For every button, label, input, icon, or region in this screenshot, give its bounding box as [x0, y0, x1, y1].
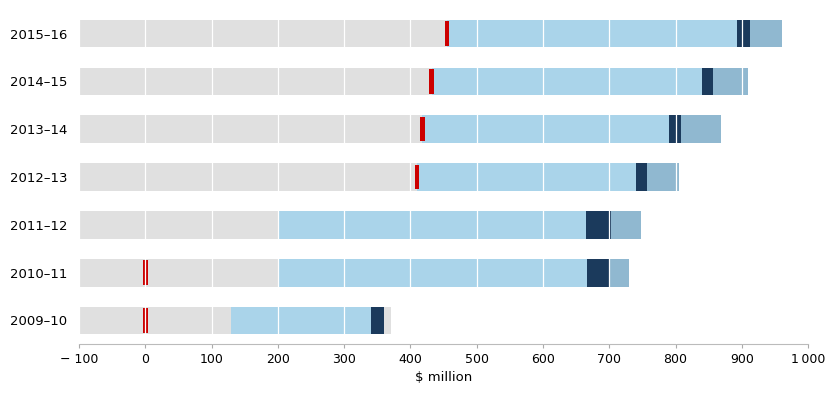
Bar [737, 20, 751, 48]
Bar [79, 163, 679, 191]
Bar [231, 307, 371, 335]
Bar [278, 259, 587, 286]
Bar [79, 68, 748, 95]
Bar [415, 165, 419, 189]
Bar [79, 115, 721, 143]
Bar [647, 163, 679, 191]
Bar [79, 259, 629, 286]
Bar [143, 260, 148, 285]
Bar [712, 68, 748, 95]
Bar [417, 163, 635, 191]
Bar [420, 117, 425, 141]
Bar [79, 20, 782, 48]
Bar [278, 211, 586, 239]
Bar [635, 163, 647, 191]
Bar [751, 20, 782, 48]
Bar [447, 20, 737, 48]
Bar [423, 115, 669, 143]
Bar [587, 259, 610, 286]
X-axis label: $ million: $ million [415, 371, 472, 384]
Bar [669, 115, 681, 143]
Bar [681, 115, 721, 143]
Bar [371, 307, 384, 335]
Bar [444, 21, 449, 46]
Bar [611, 211, 641, 239]
Bar [586, 211, 611, 239]
Bar [610, 259, 629, 286]
Bar [432, 68, 702, 95]
Bar [429, 69, 434, 94]
Bar [79, 307, 391, 335]
Bar [702, 68, 712, 95]
Bar [143, 308, 148, 333]
Bar [79, 211, 641, 239]
